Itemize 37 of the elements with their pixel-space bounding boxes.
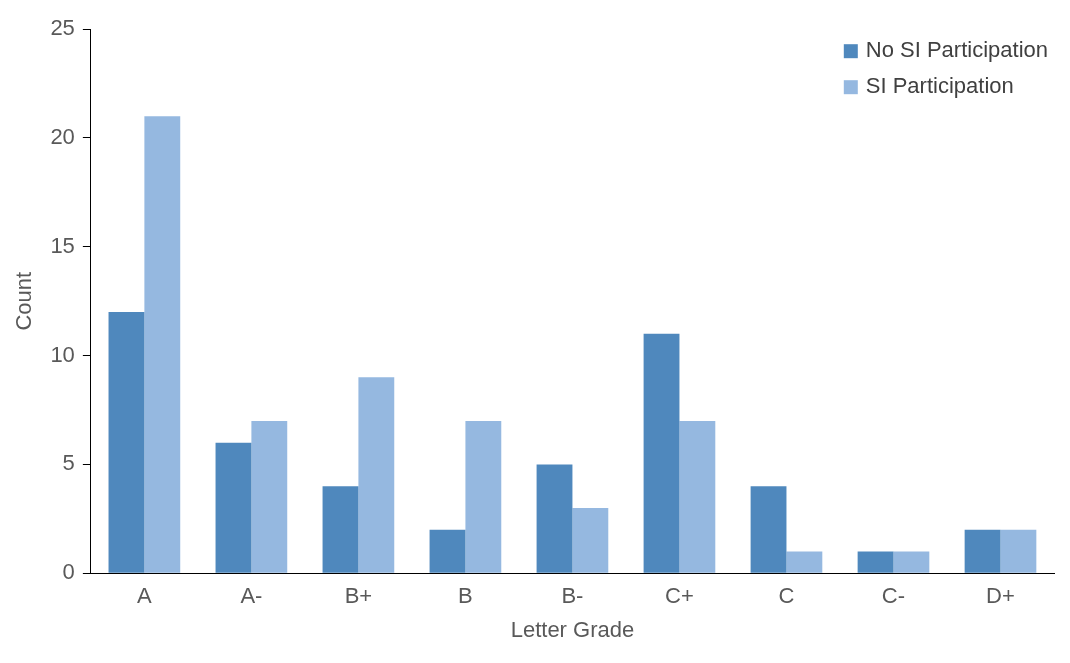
legend-label: No SI Participation	[865, 37, 1048, 63]
x-tick-label: C	[778, 583, 795, 609]
bar	[144, 116, 181, 573]
x-tick-label: B-	[561, 583, 584, 609]
x-tick-label: A	[137, 583, 153, 609]
bar	[750, 486, 787, 573]
y-tick-label: 10	[50, 341, 75, 367]
bar	[679, 420, 716, 573]
x-tick-label: B+	[344, 583, 373, 609]
bar	[465, 420, 502, 573]
x-tick-label: D+	[986, 583, 1015, 609]
bar	[215, 442, 252, 573]
bar	[893, 551, 930, 573]
y-axis-title: Count	[11, 271, 37, 331]
bar	[643, 333, 680, 573]
y-tick-label: 20	[50, 124, 75, 150]
bar	[429, 529, 466, 573]
legend-label: SI Participation	[865, 73, 1014, 99]
bar	[1000, 529, 1037, 573]
bar	[964, 529, 1001, 573]
x-tick-label: A-	[240, 583, 263, 609]
y-tick-label: 5	[62, 450, 75, 476]
x-tick-label: B	[458, 583, 473, 609]
bar	[536, 464, 573, 573]
bar	[786, 551, 823, 573]
y-tick-label: 25	[50, 15, 75, 41]
bar	[857, 551, 894, 573]
x-axis-title: Letter Grade	[510, 616, 635, 642]
y-tick-label: 0	[62, 559, 75, 585]
y-tick-label: 15	[50, 232, 75, 258]
bar	[358, 377, 395, 573]
bar	[251, 420, 288, 573]
x-tick-label: C-	[881, 583, 906, 609]
x-tick-label: C+	[665, 583, 694, 609]
bar	[108, 312, 145, 573]
bar	[322, 486, 359, 573]
bar	[572, 507, 609, 573]
